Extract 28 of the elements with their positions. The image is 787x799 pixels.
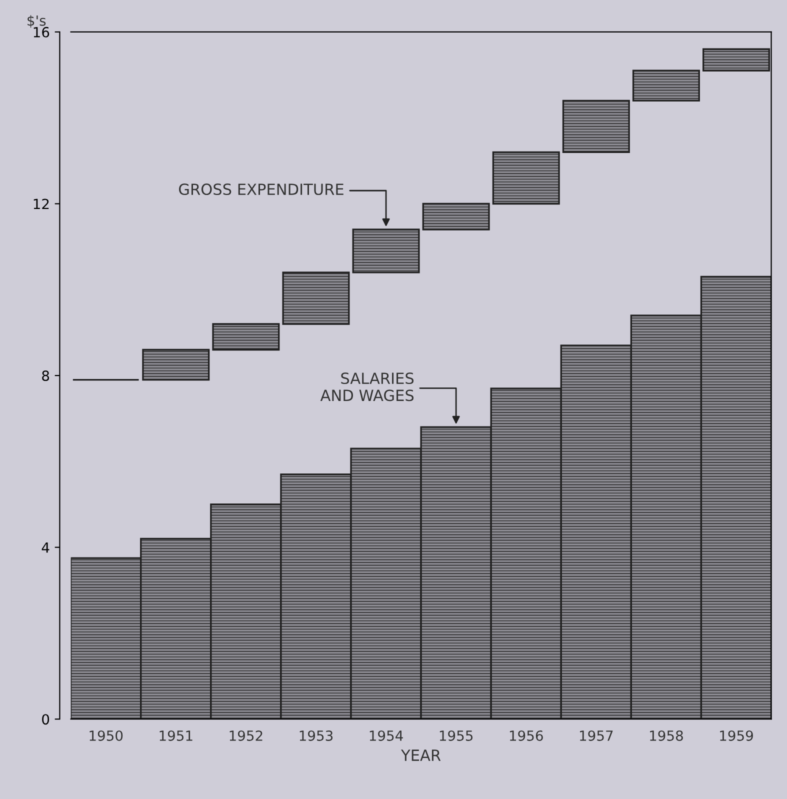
x-tick-label: 1959 — [720, 730, 753, 741]
x-tick-label: 1950 — [90, 730, 123, 741]
x-axis-title: YEAR — [400, 750, 441, 761]
y-tick-label: 0 — [42, 714, 50, 725]
y-tick-label: 4 — [42, 542, 50, 553]
x-tick-label: 1957 — [580, 730, 613, 741]
x-tick-label: 1953 — [300, 730, 333, 741]
y-axis-title: $'s — [28, 15, 46, 28]
y-tick-label: 8 — [42, 370, 50, 382]
x-tick-label: 1951 — [160, 730, 192, 741]
y-tick-label: 12 — [34, 198, 49, 210]
bar — [422, 202, 490, 230]
x-tick-label: 1958 — [650, 730, 683, 741]
annotation: SALARIES AND WAGES — [320, 372, 414, 402]
annotation: GROSS EXPENDITURE — [179, 184, 344, 196]
bar — [282, 272, 350, 325]
bar — [212, 323, 280, 351]
bar — [492, 151, 560, 205]
bar — [702, 48, 770, 72]
x-tick-label: 1956 — [510, 730, 543, 741]
bar — [632, 70, 700, 102]
y-tick-label: 16 — [34, 26, 50, 38]
x-tick-label: 1954 — [370, 730, 403, 741]
bar — [562, 100, 630, 154]
x-tick-label: 1955 — [440, 730, 473, 741]
bar — [142, 348, 210, 381]
x-tick-label: 1952 — [230, 730, 262, 741]
bar — [352, 228, 420, 274]
